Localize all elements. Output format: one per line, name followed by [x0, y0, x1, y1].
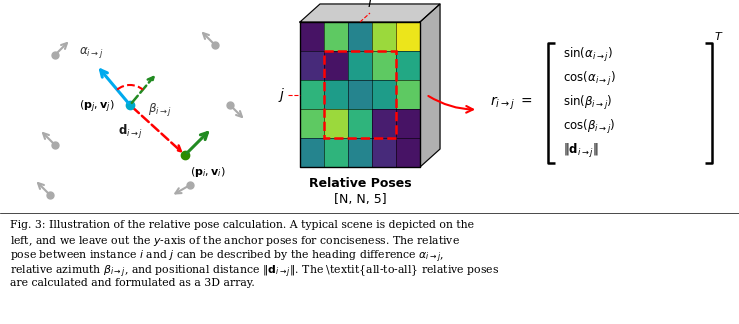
Bar	[348, 22, 372, 51]
Text: $T$: $T$	[714, 30, 723, 42]
Bar	[348, 51, 372, 80]
Bar	[396, 80, 420, 109]
Text: $(\mathbf{p}_j, \mathbf{v}_j)$: $(\mathbf{p}_j, \mathbf{v}_j)$	[79, 99, 115, 115]
Text: $(\mathbf{p}_i, \mathbf{v}_i)$: $(\mathbf{p}_i, \mathbf{v}_i)$	[190, 165, 226, 179]
Bar	[372, 138, 396, 167]
Bar	[324, 22, 348, 51]
Bar	[324, 138, 348, 167]
Text: $r_{i\rightarrow j}\ =$: $r_{i\rightarrow j}\ =$	[490, 94, 533, 112]
Text: [N, N, 5]: [N, N, 5]	[334, 193, 386, 206]
Bar	[300, 138, 324, 167]
Bar	[324, 51, 348, 80]
Bar	[396, 22, 420, 51]
Text: $\mathbf{d}_{i\rightarrow j}$: $\mathbf{d}_{i\rightarrow j}$	[118, 123, 143, 141]
Bar	[324, 80, 348, 109]
Text: relative azimuth $\beta_{i\rightarrow j}$, and positional distance $\|\mathbf{d}: relative azimuth $\beta_{i\rightarrow j}…	[10, 263, 499, 280]
Bar	[372, 22, 396, 51]
Bar	[324, 109, 348, 138]
Text: $\cos(\alpha_{i\rightarrow j})$: $\cos(\alpha_{i\rightarrow j})$	[563, 70, 616, 88]
Polygon shape	[420, 4, 440, 167]
Bar	[396, 109, 420, 138]
Text: $\sin(\beta_{i\rightarrow j})$: $\sin(\beta_{i\rightarrow j})$	[563, 94, 613, 112]
Bar	[348, 80, 372, 109]
Text: Fig. 3: Illustration of the relative pose calculation. A typical scene is depict: Fig. 3: Illustration of the relative pos…	[10, 220, 474, 230]
Text: $\sin(\alpha_{i\rightarrow j})$: $\sin(\alpha_{i\rightarrow j})$	[563, 46, 613, 64]
Text: are calculated and formulated as a 3D array.: are calculated and formulated as a 3D ar…	[10, 278, 255, 288]
Bar	[324, 51, 396, 138]
Bar	[300, 109, 324, 138]
Text: $i$: $i$	[367, 0, 373, 10]
Text: Relative Poses: Relative Poses	[309, 177, 412, 190]
Text: $\beta_{i\rightarrow j}$: $\beta_{i\rightarrow j}$	[148, 101, 172, 119]
Text: pose between instance $i$ and $j$ can be described by the heading difference $\a: pose between instance $i$ and $j$ can be…	[10, 249, 444, 265]
Text: left, and we leave out the $y$-axis of the anchor poses for conciseness. The rel: left, and we leave out the $y$-axis of t…	[10, 235, 460, 249]
Polygon shape	[300, 4, 440, 22]
Bar	[348, 138, 372, 167]
Bar	[300, 22, 324, 51]
Bar	[372, 109, 396, 138]
Bar	[300, 80, 324, 109]
Text: $\|\mathbf{d}_{i\rightarrow j}\|$: $\|\mathbf{d}_{i\rightarrow j}\|$	[563, 142, 599, 160]
Bar	[372, 80, 396, 109]
Bar	[396, 138, 420, 167]
Bar	[372, 51, 396, 80]
Text: $\cos(\beta_{i\rightarrow j})$: $\cos(\beta_{i\rightarrow j})$	[563, 118, 616, 136]
Bar	[300, 51, 324, 80]
Text: $\alpha_{i\rightarrow j}$: $\alpha_{i\rightarrow j}$	[79, 45, 103, 60]
Text: $j$: $j$	[279, 86, 286, 103]
Bar	[348, 109, 372, 138]
Bar	[396, 51, 420, 80]
